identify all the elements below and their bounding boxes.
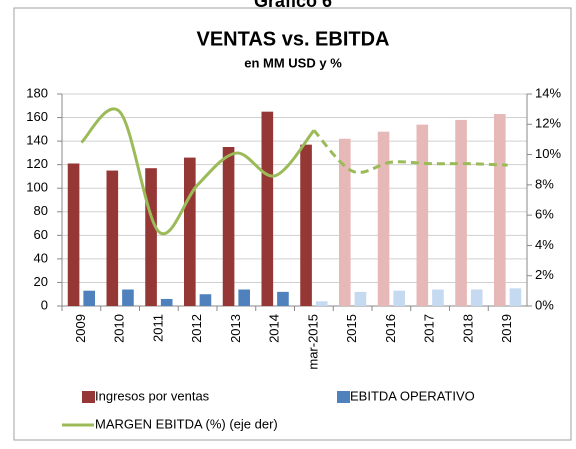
bar	[509, 288, 522, 306]
bar	[470, 289, 483, 306]
bar	[184, 157, 196, 306]
y2-tick-label: 4%	[535, 237, 554, 252]
bar	[160, 298, 173, 306]
legend-label: MARGEN EBITDA (%) (eje der)	[95, 416, 278, 431]
y-tick-label: 180	[26, 85, 48, 100]
chart-header: Gráfico 6	[254, 0, 332, 11]
chart-subtitle: en MM USD y %	[244, 55, 342, 70]
y-tick-label: 40	[34, 250, 48, 265]
bar	[199, 294, 212, 306]
legend-label: Ingresos por ventas	[95, 388, 210, 403]
y2-tick-label: 6%	[535, 207, 554, 222]
x-tick-label: 2019	[499, 314, 514, 343]
x-tick-label: 2018	[460, 314, 475, 343]
legend-swatch	[337, 391, 350, 403]
bar	[106, 170, 119, 306]
x-tick-label: 2017	[422, 314, 437, 343]
bar	[277, 291, 289, 306]
bar	[455, 119, 467, 307]
bar	[377, 131, 390, 306]
y-tick-label: 20	[34, 274, 48, 289]
y2-tick-label: 8%	[535, 176, 554, 191]
bar	[315, 301, 328, 306]
bar	[238, 289, 250, 306]
x-tick-label: 2014	[267, 314, 282, 343]
y-tick-label: 140	[26, 133, 48, 148]
x-tick-label: 2016	[383, 314, 398, 343]
bar	[122, 289, 134, 306]
legend-label: EBITDA OPERATIVO	[350, 388, 475, 403]
bar	[393, 290, 405, 306]
x-tick-label: 2013	[228, 314, 243, 343]
y2-tick-label: 10%	[535, 146, 561, 161]
x-tick-label: 2009	[73, 314, 88, 343]
x-tick-label: 2010	[112, 314, 127, 343]
y-tick-label: 0	[41, 297, 48, 312]
bar	[300, 144, 312, 306]
x-tick-label: mar-2015	[305, 314, 320, 370]
line	[312, 129, 508, 174]
chart-title: VENTAS vs. EBITDA	[197, 28, 390, 50]
chart-frame	[13, 7, 572, 441]
x-tick-label: 2011	[150, 314, 165, 342]
bar	[416, 124, 429, 306]
y-tick-label: 80	[34, 203, 48, 218]
y-tick-label: 60	[34, 227, 48, 242]
y-tick-label: 100	[26, 180, 48, 195]
legend-swatch	[82, 391, 95, 403]
y-tick-label: 160	[26, 109, 48, 124]
bar	[339, 138, 351, 306]
line	[80, 107, 316, 236]
bar	[354, 291, 367, 306]
bar	[432, 289, 444, 306]
y2-tick-label: 2%	[535, 267, 554, 282]
y2-tick-label: 12%	[535, 116, 561, 131]
bar	[67, 163, 80, 306]
y2-tick-label: 0%	[535, 297, 554, 312]
bar	[494, 114, 506, 307]
bar	[145, 168, 157, 306]
bar	[83, 290, 95, 306]
y-tick-label: 120	[26, 156, 48, 171]
x-tick-label: 2012	[189, 314, 204, 343]
bar	[222, 147, 235, 306]
bar	[261, 111, 274, 307]
y2-tick-label: 14%	[535, 85, 561, 100]
x-tick-label: 2015	[344, 314, 359, 343]
